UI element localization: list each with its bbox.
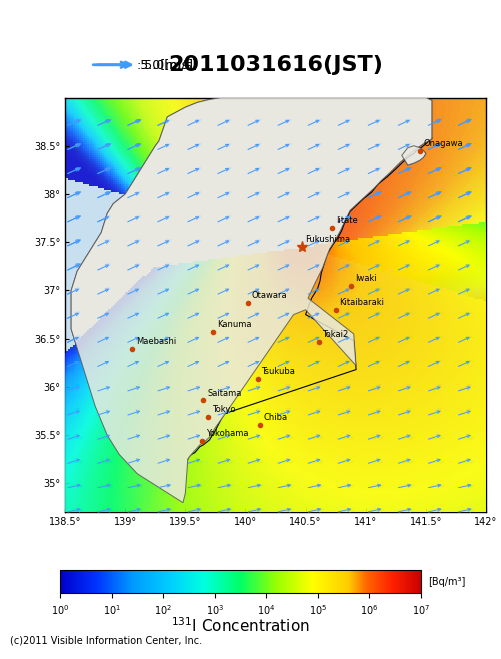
Text: :5.0[m/s]: :5.0[m/s] (137, 58, 194, 71)
Text: Maebashi: Maebashi (136, 337, 176, 347)
Polygon shape (71, 98, 432, 503)
Text: [Bq/m³]: [Bq/m³] (428, 577, 465, 587)
Text: Kitaibaraki: Kitaibaraki (339, 298, 384, 307)
Text: Otawara: Otawara (252, 291, 287, 300)
Polygon shape (402, 146, 426, 165)
Text: Iwaki: Iwaki (355, 273, 377, 283)
Text: Yokohama: Yokohama (206, 429, 248, 438)
Text: Saitama: Saitama (207, 389, 241, 397)
Text: Kanuma: Kanuma (216, 320, 251, 329)
Polygon shape (71, 98, 432, 503)
Text: Fukushima: Fukushima (306, 235, 351, 244)
Polygon shape (402, 146, 426, 165)
Text: Chiba: Chiba (264, 413, 288, 422)
Text: Onagawa: Onagawa (423, 138, 463, 148)
Text: (c)2011 Visible Information Center, Inc.: (c)2011 Visible Information Center, Inc. (10, 636, 202, 646)
Text: $^{131}$I Concentration: $^{131}$I Concentration (171, 616, 310, 635)
Text: Iitate: Iitate (336, 216, 357, 225)
Text: Tsukuba: Tsukuba (261, 367, 295, 376)
Text: :5.0[m/s]: :5.0[m/s] (141, 58, 198, 71)
Text: 2011031616(JST): 2011031616(JST) (168, 55, 383, 74)
Text: Tokai2: Tokai2 (323, 330, 349, 339)
Text: Tokyo: Tokyo (212, 405, 235, 414)
